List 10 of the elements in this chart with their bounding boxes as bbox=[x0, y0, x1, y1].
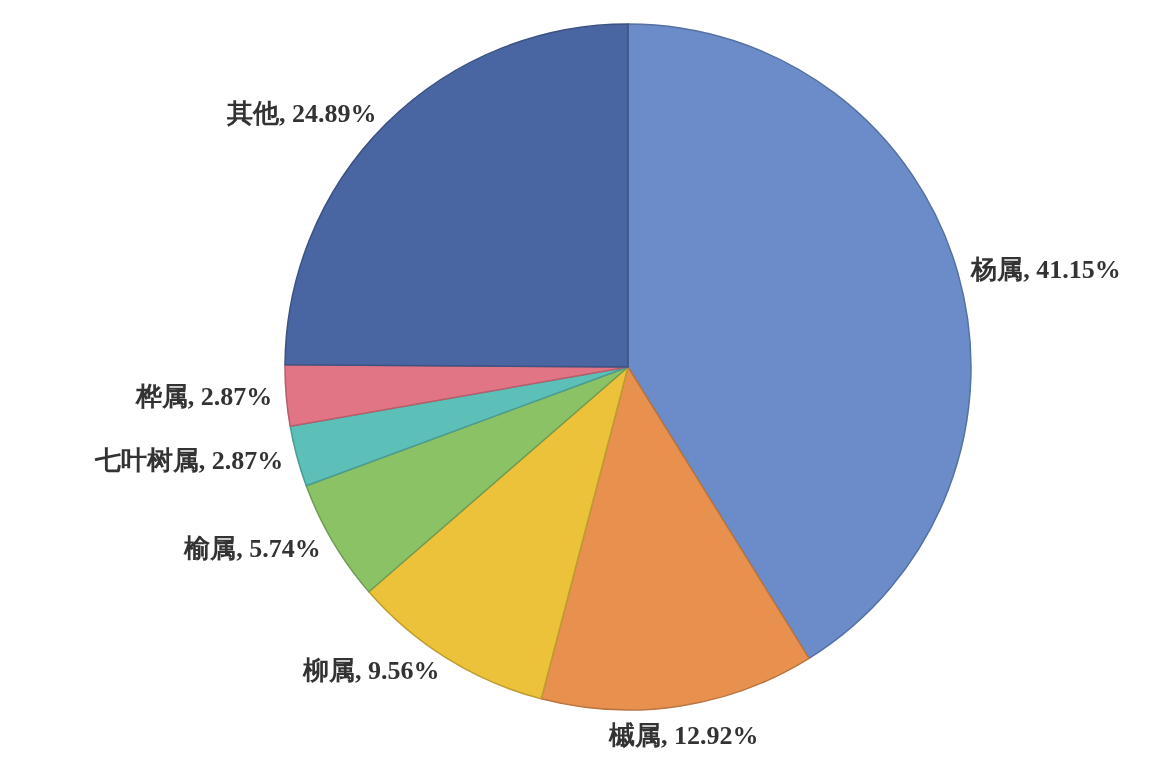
slice-label: 桦属, 2.87% bbox=[134, 382, 273, 412]
slice-label: 槭属, 12.92% bbox=[608, 721, 759, 751]
slice-label: 杨属, 41.15% bbox=[970, 254, 1121, 284]
slice-label: 其他, 24.89% bbox=[225, 99, 377, 129]
slice-label: 七叶树属, 2.87% bbox=[93, 445, 284, 475]
pie-slice bbox=[368, 366, 629, 700]
slice-label: 榆属, 5.74% bbox=[183, 534, 321, 564]
pie-slice bbox=[540, 366, 810, 711]
pie-slice bbox=[289, 366, 629, 487]
slice-label: 柳属, 9.56% bbox=[302, 655, 440, 685]
